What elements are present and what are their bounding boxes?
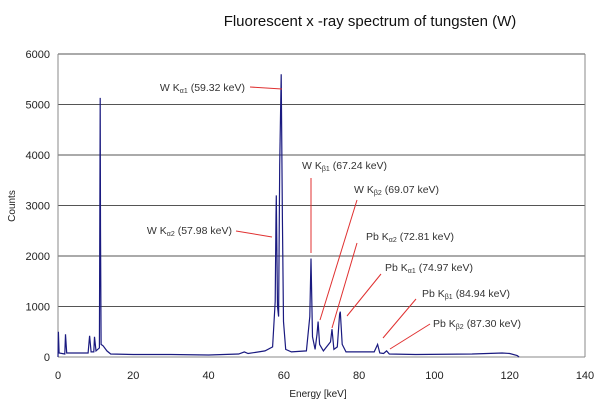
peak-element: W K: [354, 184, 374, 196]
peak-annotation: W Kα1 (59.32 keV): [160, 82, 283, 95]
peak-line-subscript: β1: [322, 166, 330, 173]
x-tick-label: 100: [425, 370, 443, 382]
y-tick-label: 4000: [26, 150, 50, 162]
peak-line-subscript: β2: [456, 324, 464, 331]
x-tick-label: 0: [55, 370, 61, 382]
peak-label: Pb Kα1 (74.97 keV): [385, 262, 473, 275]
peak-element: W K: [147, 225, 167, 237]
peak-annotation: Pb Kα1 (74.97 keV): [346, 262, 473, 317]
peak-label: W Kα2 (57.98 keV): [147, 225, 232, 238]
x-tick-label: 20: [127, 370, 139, 382]
peak-label: W Kβ2 (69.07 keV): [354, 184, 439, 197]
peak-line-subscript: α2: [389, 237, 397, 244]
peak-line-subscript: α1: [408, 268, 416, 275]
peak-energy: (69.07 keV): [385, 184, 439, 196]
peak-energy: (59.32 keV): [191, 82, 245, 94]
peak-element: W K: [302, 160, 322, 172]
leader-line: [235, 230, 273, 238]
peak-line-subscript: α2: [167, 231, 175, 238]
peak-label: Pb Kβ1 (84.94 keV): [422, 288, 510, 301]
peak-energy: (57.98 keV): [178, 225, 232, 237]
y-tick-label: 3000: [26, 201, 50, 213]
peak-annotation: Pb Kβ2 (87.30 keV): [389, 318, 521, 350]
peak-line-subscript: β1: [445, 294, 453, 301]
x-tick-label: 140: [576, 370, 594, 382]
chart-title: Fluorescent x -ray spectrum of tungsten …: [224, 13, 517, 30]
y-tick-label: 0: [44, 352, 50, 364]
peak-element: Pb K: [433, 318, 456, 330]
x-tick-label: 120: [501, 370, 519, 382]
leader-line: [382, 298, 417, 339]
peak-annotation: W Kα2 (57.98 keV): [147, 225, 273, 238]
x-axis-label: Energy [keV]: [289, 389, 346, 400]
peak-element: Pb K: [385, 262, 408, 274]
peak-line-subscript: β2: [374, 190, 382, 197]
peak-annotation: Pb Kα2 (72.81 keV): [331, 231, 454, 329]
peak-element: Pb K: [422, 288, 445, 300]
x-tick-label: 60: [278, 370, 290, 382]
spectrum-line: [57, 74, 520, 358]
peak-line-subscript: α1: [180, 88, 188, 95]
peak-annotation: W Kβ2 (69.07 keV): [319, 184, 439, 321]
peak-energy: (74.97 keV): [419, 262, 473, 274]
y-axis-label: Counts: [7, 190, 18, 222]
peak-label: Pb Kβ2 (87.30 keV): [433, 318, 521, 331]
peak-annotation: Pb Kβ1 (84.94 keV): [382, 288, 510, 339]
peak-element: Pb K: [366, 231, 389, 243]
y-tick-label: 5000: [26, 100, 50, 112]
peak-label: W Kβ1 (67.24 keV): [302, 160, 387, 173]
y-tick-label: 2000: [26, 251, 50, 263]
y-tick-label: 6000: [26, 49, 50, 61]
leader-line: [346, 273, 382, 317]
peak-energy: (87.30 keV): [467, 318, 521, 330]
peak-label: W Kα1 (59.32 keV): [160, 82, 245, 95]
y-tick-label: 1000: [26, 302, 50, 314]
leader-line: [331, 242, 358, 329]
leader-line: [249, 86, 283, 90]
x-tick-label: 40: [202, 370, 214, 382]
leader-line: [319, 199, 358, 321]
peak-annotation: W Kβ1 (67.24 keV): [302, 160, 387, 253]
peak-label: Pb Kα2 (72.81 keV): [366, 231, 454, 244]
leader-line: [389, 323, 431, 350]
peak-element: W K: [160, 82, 180, 94]
peak-energy: (67.24 keV): [333, 160, 387, 172]
x-tick-label: 80: [353, 370, 365, 382]
peak-energy: (84.94 keV): [456, 288, 510, 300]
peak-energy: (72.81 keV): [400, 231, 454, 243]
